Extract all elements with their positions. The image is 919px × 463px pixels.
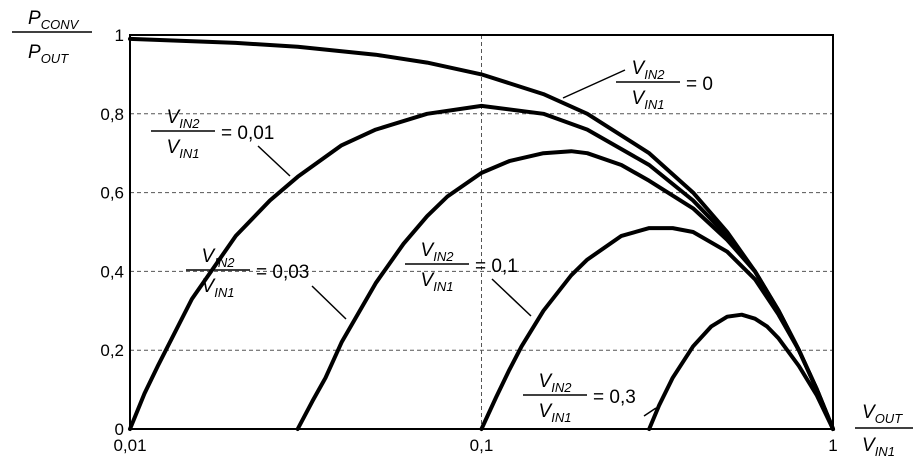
annotation-leader xyxy=(562,69,626,99)
annotation-value: = 0,01 xyxy=(221,123,274,144)
annotation-value: = 0,03 xyxy=(256,262,309,283)
annotation-denominator: VIN1 xyxy=(202,276,235,300)
y-tick-label: 1 xyxy=(115,26,124,45)
y-tick-label: 0 xyxy=(115,420,124,439)
annotation-numerator: VIN2 xyxy=(167,107,201,131)
series-line-2 xyxy=(295,149,835,431)
x-tick-label: 0,1 xyxy=(470,436,494,455)
y-tick-label: 0,4 xyxy=(100,262,124,281)
x-label-den: V xyxy=(862,435,877,456)
annotation-denominator: VIN1 xyxy=(167,137,200,161)
y-label-den: P xyxy=(28,42,41,63)
annotation-4: VIN2 VIN1 = 0,3 xyxy=(523,371,657,425)
annotation-numerator: VIN2 xyxy=(202,246,236,270)
annotation-denominator: VIN1 xyxy=(539,401,572,425)
annotation-3: VIN2 VIN1 = 0,1 xyxy=(405,240,532,317)
annotation-denominator: VIN1 xyxy=(632,88,665,112)
y-tick-label: 0,6 xyxy=(100,184,124,203)
grid xyxy=(130,35,833,429)
annotation-numerator: VIN2 xyxy=(539,371,573,395)
x-tick-label: 1 xyxy=(828,436,837,455)
x-tick-label: 0,01 xyxy=(113,436,146,455)
annotation-2: VIN2 VIN1 = 0,03 xyxy=(186,246,347,320)
svg-text:POUT: POUT xyxy=(28,42,69,66)
x-tick-labels: 0,01 0,1 1 xyxy=(113,436,837,455)
y-tick-label: 0,8 xyxy=(100,105,124,124)
y-tick-label: 0,2 xyxy=(100,341,124,360)
y-axis-label: PCONV POUT xyxy=(12,8,92,66)
annotation-value: = 0,1 xyxy=(475,256,518,277)
annotation-leader xyxy=(643,407,657,417)
x-label-num-sub: OUT xyxy=(875,411,904,426)
annotation-1: VIN2 VIN1 = 0,01 xyxy=(151,107,291,177)
series-line-4 xyxy=(647,312,835,431)
annotation-value: = 0,3 xyxy=(593,387,636,408)
x-axis-label: VOUT VIN1 xyxy=(855,402,913,459)
y-label-den-sub: OUT xyxy=(41,51,70,66)
svg-text:VOUT: VOUT xyxy=(862,402,903,426)
annotation-denominator: VIN1 xyxy=(421,270,454,294)
y-label-num-sub: CONV xyxy=(41,17,80,32)
annotation-numerator: VIN2 xyxy=(632,58,666,82)
annotation-value: = 0 xyxy=(686,74,713,95)
annotation-numerator: VIN2 xyxy=(421,240,455,264)
y-tick-labels: 0 0,2 0,4 0,6 0,8 1 xyxy=(100,26,124,439)
annotation-leader xyxy=(311,285,347,320)
x-label-den-sub: IN1 xyxy=(875,444,895,459)
annotation-0: VIN2 VIN1 = 0 xyxy=(562,58,713,112)
annotation-leader xyxy=(491,278,532,317)
svg-text:VIN1: VIN1 xyxy=(862,435,895,459)
y-label-num: P xyxy=(28,8,41,29)
annotation-leader xyxy=(257,145,291,177)
curves xyxy=(128,36,835,431)
x-label-num: V xyxy=(862,402,877,423)
svg-text:PCONV: PCONV xyxy=(28,8,80,32)
series-line-3 xyxy=(479,226,835,431)
